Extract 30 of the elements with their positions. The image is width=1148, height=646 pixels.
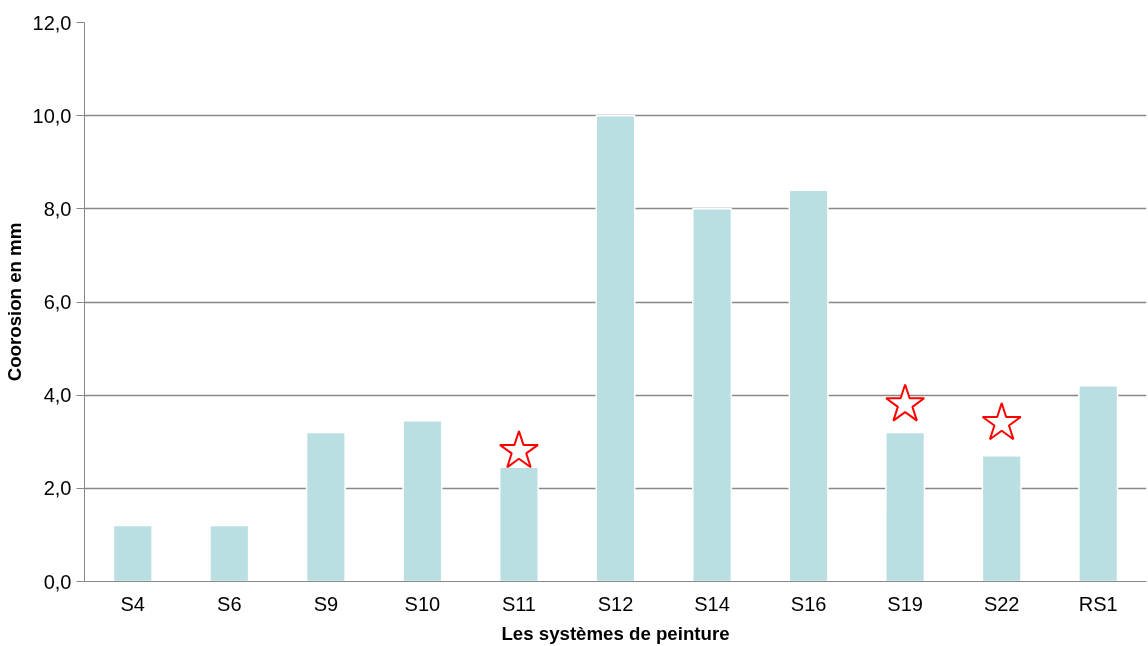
- x-tick-label: S19: [887, 592, 923, 615]
- x-tick-label: S6: [217, 592, 242, 615]
- bar: [402, 420, 443, 582]
- bar: [1078, 385, 1119, 582]
- x-tick-label: S11: [501, 592, 537, 615]
- y-tick-label: 2,0: [43, 477, 72, 500]
- x-tick-label: S22: [983, 592, 1020, 615]
- bar: [595, 114, 636, 582]
- y-tick-label: 12,0: [32, 11, 72, 34]
- y-tick-label: 6,0: [43, 291, 72, 313]
- x-tick-label: S12: [597, 592, 634, 615]
- x-tick-label: S14: [694, 592, 730, 615]
- y-tick-label: 10,0: [32, 104, 72, 127]
- x-tick-label: S10: [404, 592, 441, 615]
- y-axis-title: Coorosion en mm: [3, 222, 25, 382]
- y-tick-label: 0,0: [43, 570, 72, 593]
- bar: [112, 524, 153, 582]
- x-tick-label: S16: [790, 592, 827, 615]
- y-tick-label: 4,0: [43, 384, 72, 407]
- bar: [305, 431, 346, 582]
- x-tick-label: RS1: [1078, 592, 1118, 615]
- bar: [981, 454, 1022, 582]
- bar: [885, 431, 926, 582]
- bar: [788, 189, 829, 582]
- bar: [691, 208, 733, 582]
- bar: [209, 524, 250, 582]
- x-tick-label: S9: [313, 592, 339, 615]
- y-tick-label: 8,0: [43, 197, 72, 220]
- x-axis-title: Les systèmes de peinture: [501, 622, 730, 644]
- x-tick-label: S4: [120, 592, 146, 615]
